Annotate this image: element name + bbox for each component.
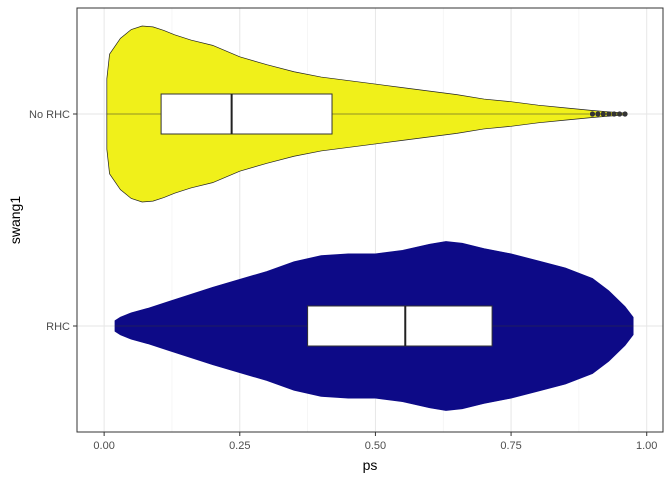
x-tick-label: 0.25 — [229, 440, 250, 452]
y-axis: No RHC RHC — [29, 109, 77, 333]
outlier-point — [589, 111, 596, 117]
box-iqr — [160, 93, 333, 135]
boxplots — [106, 93, 634, 347]
outlier-point — [622, 111, 628, 117]
plot-panel-border — [76, 7, 664, 433]
x-axis: 0.00 0.25 0.50 0.75 1.00 — [93, 432, 657, 452]
y-tick-label: RHC — [46, 321, 70, 333]
outlier-point — [616, 111, 623, 117]
x-tick-label: 0.00 — [93, 440, 114, 452]
y-axis-title: swang1 — [7, 196, 23, 244]
box-iqr — [307, 305, 493, 347]
outlier-point — [606, 111, 612, 117]
outlier-point — [595, 111, 601, 117]
x-tick-label: 0.75 — [500, 440, 521, 452]
outlier-point — [600, 111, 606, 117]
y-tick-label: No RHC — [29, 109, 70, 121]
x-tick-label: 0.50 — [365, 440, 386, 452]
x-axis-title: ps — [363, 457, 378, 473]
outlier-point — [611, 111, 617, 117]
x-tick-label: 1.00 — [636, 440, 657, 452]
